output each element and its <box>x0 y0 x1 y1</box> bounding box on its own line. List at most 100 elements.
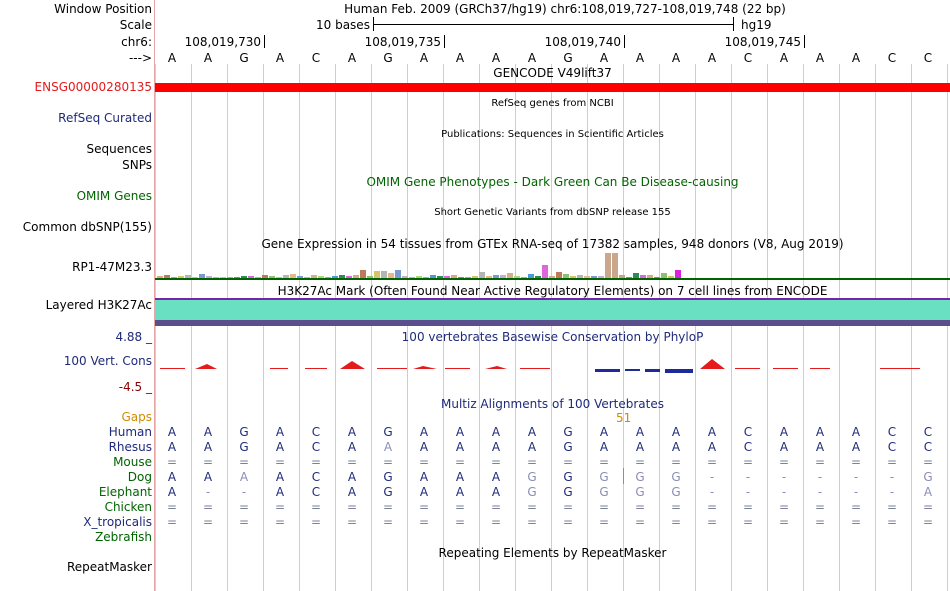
alignment-base-dog: A <box>203 470 213 484</box>
gtex-gene-label[interactable]: RP1-47M23.3 <box>72 260 152 274</box>
alignment-base-mouse: = <box>742 455 754 469</box>
alignment-base-dog: C <box>311 470 321 484</box>
genome-base: A <box>419 51 429 65</box>
alignment-base-human: C <box>743 425 753 439</box>
alignment-base-mouse: = <box>454 455 466 469</box>
gtex-tissue-bar <box>577 275 583 278</box>
alignment-base-elephant: A <box>491 485 501 499</box>
gaps-label[interactable]: Gaps <box>121 410 152 424</box>
gtex-expression-chart[interactable] <box>155 252 950 278</box>
gtex-tissue-bar <box>157 276 163 278</box>
gtex-tissue-bar <box>472 276 478 278</box>
ruler-tick-label: 108,019,745 <box>724 35 801 49</box>
gtex-tissue-bar <box>241 276 247 278</box>
gencode-gene-bar[interactable] <box>155 83 950 92</box>
gtex-tissue-bar <box>542 265 548 278</box>
common-dbsnp-label[interactable]: Common dbSNP(155) <box>22 220 152 234</box>
repeatmasker-label[interactable]: RepeatMasker <box>66 560 152 574</box>
alignment-base-x-tropicalis: = <box>634 515 646 529</box>
alignment-base-dog: - <box>709 470 715 484</box>
alignment-base-dog: - <box>853 470 859 484</box>
gtex-tissue-bar <box>220 277 226 278</box>
genome-base: C <box>887 51 897 65</box>
alignment-base-chicken: = <box>382 500 394 514</box>
alignment-base-dog: G <box>635 470 645 484</box>
alignment-base-human: A <box>491 425 501 439</box>
alignment-base-elephant: A <box>275 485 285 499</box>
alignment-base-chicken: = <box>598 500 610 514</box>
gtex-tissue-bar <box>199 274 205 278</box>
alignment-base-mouse: = <box>886 455 898 469</box>
snps-label[interactable]: SNPs <box>122 158 152 172</box>
base-guide-line <box>911 64 912 591</box>
alignment-base-elephant: G <box>671 485 681 499</box>
gencode-track-title: GENCODE V49lift37 <box>493 66 612 80</box>
species-label-dog[interactable]: Dog <box>127 470 152 484</box>
gtex-tissue-bar <box>311 275 317 278</box>
alignment-base-x-tropicalis: = <box>166 515 178 529</box>
dbsnp-track-title: Short Genetic Variants from dbSNP releas… <box>434 207 671 218</box>
gtex-tissue-bar <box>255 277 261 278</box>
refseq-track-title: RefSeq genes from NCBI <box>491 98 614 109</box>
track-area[interactable]: Human Feb. 2009 (GRCh37/hg19) chr6:108,0… <box>155 0 950 591</box>
alignment-base-dog: A <box>491 470 501 484</box>
genome-base: G <box>563 51 573 65</box>
gtex-tissue-bar <box>619 275 625 278</box>
species-label-human[interactable]: Human <box>108 425 152 439</box>
base-guide-line <box>947 64 948 591</box>
genome-base: A <box>707 51 717 65</box>
alignment-base-human: C <box>887 425 897 439</box>
ruler-tick-label: 108,019,735 <box>364 35 441 49</box>
conservation-track-label[interactable]: 100 Vert. Cons <box>63 354 152 368</box>
gtex-tissue-bar <box>318 276 324 278</box>
alignment-base-rhesus: A <box>779 440 789 454</box>
alignment-base-chicken: = <box>490 500 502 514</box>
gtex-tissue-bar <box>388 273 394 278</box>
species-label-mouse[interactable]: Mouse <box>113 455 152 469</box>
base-guide-line <box>407 64 408 591</box>
scale-bar-right-tick <box>733 17 734 31</box>
species-label-chicken[interactable]: Chicken <box>104 500 152 514</box>
alignment-base-elephant: - <box>745 485 751 499</box>
sequences-label[interactable]: Sequences <box>86 142 152 156</box>
strand-arrow-label: ---> <box>128 51 152 65</box>
alignment-base-elephant: - <box>709 485 715 499</box>
omim-genes-label[interactable]: OMIM Genes <box>76 189 152 203</box>
gtex-tissue-bar <box>234 277 240 278</box>
gtex-tissue-bar <box>374 271 380 278</box>
chromosome-label: chr6: <box>121 35 152 49</box>
species-label-zebrafish[interactable]: Zebrafish <box>95 530 152 544</box>
gtex-tissue-bar <box>458 277 464 278</box>
conservation-max-label: 4.88 _ <box>115 330 152 344</box>
gtex-tissue-bar <box>430 275 436 278</box>
gtex-tissue-bar <box>626 277 632 278</box>
gtex-tissue-bar <box>262 275 268 278</box>
species-label-rhesus[interactable]: Rhesus <box>108 440 152 454</box>
layered-h3k27ac-label[interactable]: Layered H3K27Ac <box>45 298 152 312</box>
gtex-tissue-bar <box>556 272 562 278</box>
scale-bar-line <box>373 24 733 25</box>
omim-track-title: OMIM Gene Phenotypes - Dark Green Can Be… <box>366 175 739 189</box>
alignment-base-x-tropicalis: = <box>382 515 394 529</box>
alignment-base-rhesus: A <box>275 440 285 454</box>
gencode-gene-label[interactable]: ENSG00000280135 <box>34 80 152 94</box>
gtex-baseline <box>155 278 950 280</box>
ruler-tick-label: 108,019,730 <box>184 35 261 49</box>
gtex-tissue-bar <box>584 276 590 278</box>
alignment-base-x-tropicalis: = <box>850 515 862 529</box>
gtex-tissue-bar <box>416 276 422 278</box>
h3k27ac-signal[interactable] <box>155 300 950 320</box>
phylop-conservation-plot[interactable] <box>155 356 950 378</box>
refseq-curated-label[interactable]: RefSeq Curated <box>58 111 152 125</box>
species-label-x-tropicalis[interactable]: X_tropicalis <box>83 515 152 529</box>
alignment-base-chicken: = <box>238 500 250 514</box>
label-divider <box>154 0 155 591</box>
alignment-base-mouse: = <box>202 455 214 469</box>
gtex-tissue-bar <box>423 277 429 278</box>
alignment-base-chicken: = <box>454 500 466 514</box>
alignment-base-elephant: C <box>311 485 321 499</box>
gtex-tissue-bar <box>661 273 667 278</box>
alignment-base-mouse: = <box>346 455 358 469</box>
alignment-base-rhesus: A <box>815 440 825 454</box>
species-label-elephant[interactable]: Elephant <box>98 485 152 499</box>
